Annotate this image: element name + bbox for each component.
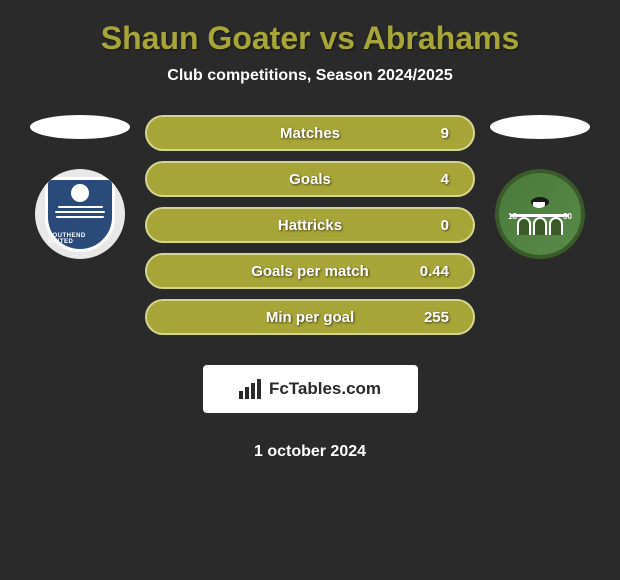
stat-label: Min per goal	[266, 309, 354, 326]
page-title: Shaun Goater vs Abrahams	[0, 0, 620, 67]
stat-bar-min-per-goal: Min per goal 255	[145, 299, 475, 335]
stat-label: Goals per match	[251, 263, 369, 280]
stat-bar-goals: Goals 4	[145, 161, 475, 197]
stat-value: 9	[441, 125, 449, 142]
branding-text: FcTables.com	[269, 379, 381, 399]
right-column: 18 90	[485, 115, 595, 259]
crest-left-shield: SOUTHEND UNITED	[45, 177, 115, 252]
stat-label: Hattricks	[278, 217, 342, 234]
stat-bar-hattricks: Hattricks 0	[145, 207, 475, 243]
right-team-crest: 18 90	[495, 169, 585, 259]
page-subtitle: Club competitions, Season 2024/2025	[0, 67, 620, 85]
stat-label: Goals	[289, 171, 331, 188]
stat-value: 0.44	[420, 263, 449, 280]
bridge-icon	[510, 214, 570, 239]
left-team-crest: SOUTHEND UNITED	[35, 169, 125, 259]
stat-bar-goals-per-match: Goals per match 0.44	[145, 253, 475, 289]
crest-left-arc-text: SOUTHEND UNITED	[48, 233, 112, 245]
stat-label: Matches	[280, 125, 340, 142]
stat-value: 0	[441, 217, 449, 234]
left-column: SOUTHEND UNITED	[25, 115, 135, 259]
bars-chart-icon	[239, 379, 263, 399]
stat-value: 255	[424, 309, 449, 326]
crest-waves-icon	[50, 206, 110, 231]
date-footer: 1 october 2024	[145, 443, 475, 461]
content-row: SOUTHEND UNITED Matches 9 Goals 4 Hattri…	[0, 115, 620, 461]
crest-right-inner: 18 90	[500, 174, 580, 254]
stat-bar-matches: Matches 9	[145, 115, 475, 151]
stat-value: 4	[441, 171, 449, 188]
right-ellipse-shape	[490, 115, 590, 139]
magpie-bird-icon	[525, 192, 555, 212]
left-ellipse-shape	[30, 115, 130, 139]
crest-ball-icon	[71, 184, 89, 202]
stats-column: Matches 9 Goals 4 Hattricks 0 Goals per …	[135, 115, 485, 461]
branding-badge: FcTables.com	[203, 365, 418, 413]
